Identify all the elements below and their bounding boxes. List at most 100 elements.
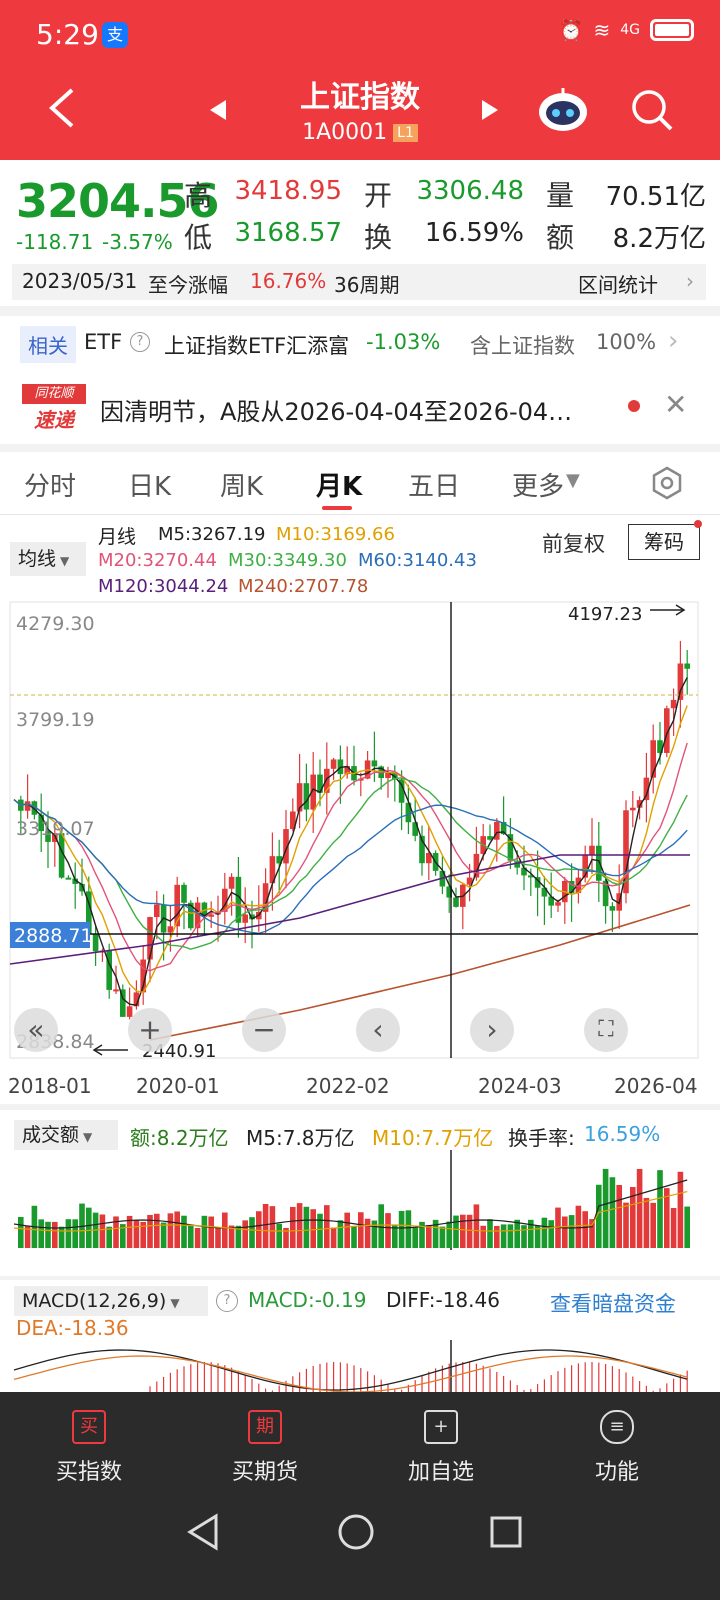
nav-home-icon[interactable] [336, 1512, 376, 1552]
ma-line [13, 777, 688, 950]
help-icon[interactable]: ? [216, 1290, 238, 1312]
tab-intraday[interactable]: 分时 [24, 472, 77, 502]
volume-bar [670, 1207, 677, 1248]
zoom-in-button[interactable]: + [128, 1008, 172, 1052]
volume-bar [439, 1226, 446, 1248]
candle [181, 884, 187, 903]
prev-stock-icon[interactable] [208, 98, 228, 122]
turnover-rate-label: 换手率: [508, 1126, 575, 1150]
volume-bar [630, 1187, 636, 1248]
nav-recents-icon[interactable] [486, 1512, 526, 1552]
fullscreen-button[interactable]: ⛶ [584, 1008, 628, 1052]
settings-icon[interactable] [650, 466, 684, 500]
active-tab-indicator [322, 506, 352, 510]
candle [296, 783, 303, 812]
candle [106, 950, 112, 990]
candle [58, 833, 65, 878]
tab-five-day[interactable]: 五日 [408, 472, 461, 502]
ma-selector-label: 均线 [18, 548, 57, 570]
interval-label: 至今涨幅 [148, 273, 228, 297]
tab-daily-k[interactable]: 日K [128, 472, 172, 502]
functions-label: 功能 [594, 1460, 639, 1485]
back-icon[interactable] [44, 86, 80, 130]
add-watchlist-button[interactable]: + 加自选 [366, 1410, 516, 1486]
volume-bar [222, 1212, 228, 1248]
ma-selector[interactable]: 均线 ▼ [10, 542, 86, 576]
candle [344, 766, 350, 775]
etf-row[interactable]: 相关 ETF ? 上证指数ETF汇添富 -1.03% 含上证指数 100% › [20, 326, 720, 366]
candle [45, 831, 51, 842]
volume-bar [684, 1206, 690, 1248]
candle [52, 833, 58, 842]
chips-button[interactable]: 筹码 [628, 524, 700, 560]
ma-line [13, 705, 688, 994]
nav-back-icon[interactable] [184, 1512, 224, 1552]
volume-bar [249, 1217, 255, 1248]
volume-ma10-line [13, 1191, 688, 1232]
help-icon[interactable]: ? [130, 332, 150, 352]
ma30-value: M30:3349.30 [228, 550, 347, 571]
volume-bar [215, 1227, 221, 1248]
candle [38, 814, 44, 832]
volume-bar [324, 1205, 330, 1248]
robot-assistant-icon[interactable] [536, 86, 590, 134]
interval-bar[interactable]: 2023/05/31 至今涨幅 16.76% 36周期 区间统计 › [12, 264, 706, 300]
open-value: 3306.48 [416, 176, 524, 206]
tab-weekly-k[interactable]: 周K [220, 472, 264, 502]
candle [541, 887, 548, 897]
volume-bar [276, 1223, 282, 1248]
kline-chart[interactable]: 4279.30 3799.19 3319.07 2838.84 2888.71 … [0, 600, 720, 1100]
volume-bar [18, 1216, 24, 1248]
candle [188, 902, 194, 929]
level-badge: L1 [393, 124, 418, 142]
volume-bar [609, 1177, 616, 1248]
volume-bar [364, 1218, 371, 1248]
adjust-mode[interactable]: 前复权 [542, 532, 605, 556]
volume-bar [643, 1197, 650, 1248]
dark-pool-link[interactable]: 查看暗盘资金 [550, 1292, 676, 1316]
volume-label: 量 [546, 179, 575, 212]
volume-bar [290, 1206, 296, 1248]
etf-tag: 相关 [20, 326, 76, 363]
volume-m10: M10:7.7万亿 [372, 1126, 494, 1150]
search-icon[interactable] [630, 88, 674, 132]
macd-chart [13, 1340, 688, 1392]
tab-more[interactable]: 更多 [512, 472, 565, 502]
volume-bar [521, 1225, 527, 1248]
close-icon[interactable]: ✕ [664, 388, 688, 421]
divider [0, 1276, 720, 1280]
divider [0, 1104, 720, 1110]
scroll-right-button[interactable]: › [470, 1008, 514, 1052]
volume-bar [623, 1202, 629, 1248]
volume-bar [310, 1209, 316, 1248]
macd-selector[interactable]: MACD(12,26,9) ▼ [14, 1286, 208, 1316]
candle [290, 811, 296, 830]
scroll-left-fast-button[interactable]: « [14, 1008, 58, 1052]
candle [303, 783, 310, 810]
etf-holding-pct: 100% [596, 330, 657, 354]
candle [643, 777, 650, 801]
zoom-out-button[interactable]: − [242, 1008, 286, 1052]
volume-bar [392, 1224, 398, 1248]
news-row[interactable]: 同花顺 速递 因清明节，A股从2026-04-04至2026-04… ✕ [0, 378, 720, 440]
etf-name: 上证指数ETF汇添富 [164, 334, 350, 358]
volume-selector[interactable]: 成交额 ▼ [14, 1120, 118, 1150]
candle [79, 883, 85, 892]
tab-monthly-k[interactable]: 月K [316, 472, 363, 502]
candle [555, 902, 561, 906]
functions-button[interactable]: ≡ 功能 [542, 1410, 692, 1486]
volume-chart [13, 1150, 690, 1250]
ma10-value: M10:3169.66 [276, 524, 395, 545]
candle [358, 778, 364, 781]
high-value: 3418.95 [234, 176, 342, 206]
volume-bar [86, 1207, 92, 1248]
next-stock-icon[interactable] [480, 98, 500, 122]
buy-futures-button[interactable]: 期 买期货 [190, 1410, 340, 1486]
volume-bar [351, 1226, 357, 1248]
chevron-down-icon: ▼ [60, 554, 70, 568]
volume-amount: 额:8.2万亿 [130, 1126, 229, 1150]
scroll-left-button[interactable]: ‹ [356, 1008, 400, 1052]
interval-stats-link[interactable]: 区间统计 [578, 273, 658, 297]
candle [670, 699, 677, 709]
buy-index-button[interactable]: 买 买指数 [14, 1410, 164, 1486]
